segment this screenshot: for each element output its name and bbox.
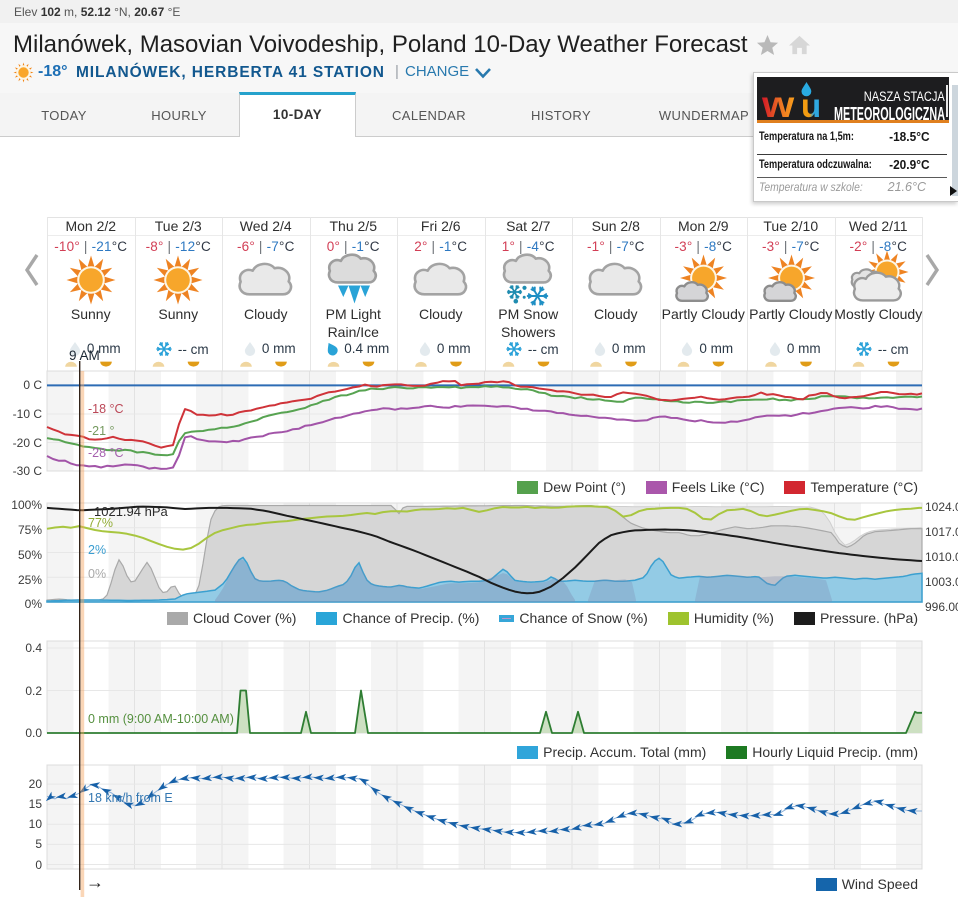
svg-text:w: w bbox=[761, 84, 795, 123]
